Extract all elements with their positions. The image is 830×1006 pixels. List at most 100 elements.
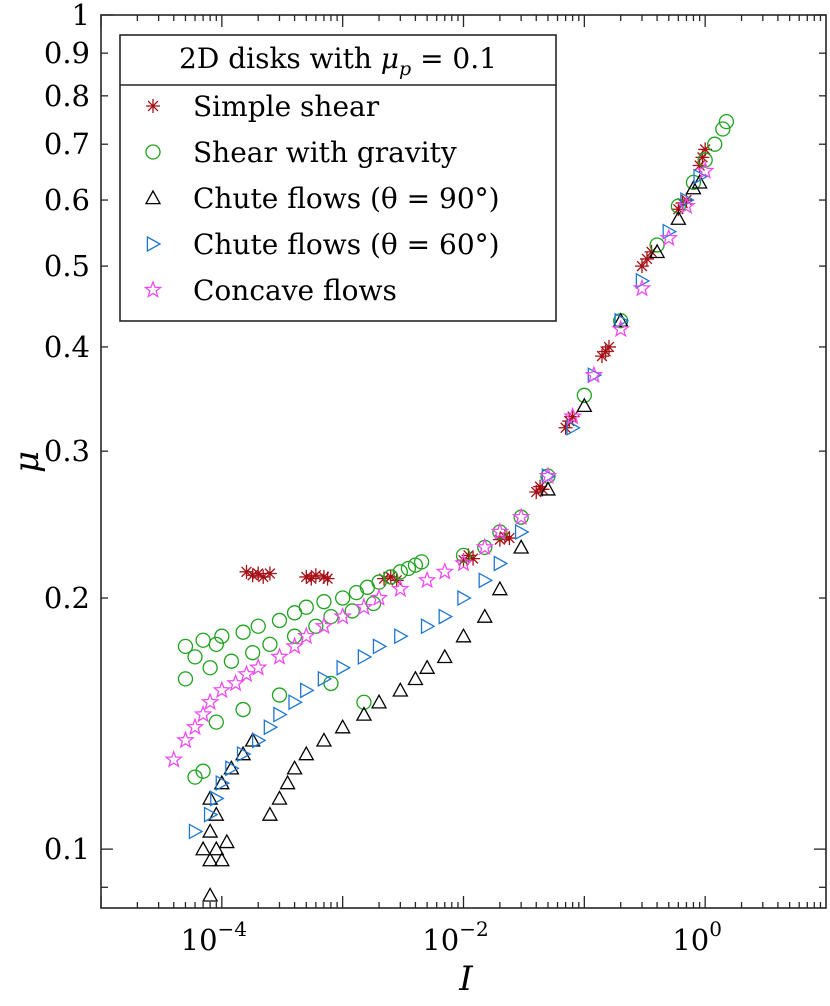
data-point — [594, 349, 609, 364]
data-point — [400, 560, 417, 577]
y-tick-label: 0.3 — [44, 434, 90, 468]
data-point — [438, 608, 454, 625]
data-point — [177, 638, 194, 655]
data-point — [529, 485, 544, 500]
data-point — [296, 626, 316, 645]
data-point — [213, 774, 230, 790]
data-point — [334, 718, 351, 734]
data-point — [455, 627, 472, 643]
data-point — [435, 561, 455, 580]
data-point — [270, 647, 289, 665]
data-point — [648, 243, 666, 259]
data-point — [457, 589, 472, 607]
y-tick-label: 0.9 — [44, 36, 90, 70]
data-point — [563, 406, 582, 425]
data-point — [565, 409, 580, 424]
data-point — [250, 618, 266, 634]
data-point — [286, 628, 303, 644]
data-point — [558, 420, 573, 435]
data-point — [218, 833, 235, 849]
data-point — [493, 555, 509, 572]
data-point — [691, 174, 708, 189]
data-point — [344, 603, 360, 619]
tick-labels: 0.1 0.2 0.3 0.4 0.5 0.6 0.7 0.8 0.9 1 10−4 10−2 100 — [44, 0, 722, 957]
data-point — [215, 774, 231, 792]
data-point — [392, 682, 409, 697]
data-point — [213, 851, 230, 867]
data-point — [195, 632, 211, 648]
legend-marker — [143, 280, 163, 298]
data-point — [634, 259, 649, 274]
legend-title: 2D disks with μp = 0.1 — [179, 42, 497, 80]
legend-marker — [144, 189, 162, 205]
y-tick-label: 0.8 — [44, 79, 90, 113]
data-point — [372, 638, 388, 655]
data-point — [271, 687, 288, 703]
data-point — [286, 759, 303, 775]
data-point — [662, 223, 678, 240]
data-point — [670, 198, 687, 214]
data-point — [566, 419, 581, 436]
data-point — [354, 597, 374, 616]
data-point — [370, 693, 388, 709]
data-point — [308, 568, 323, 583]
data-point — [177, 671, 194, 687]
x-tick-label: 100 — [672, 917, 722, 957]
legend-entry: Chute flows (θ = 90°) — [144, 182, 500, 215]
data-point — [256, 569, 271, 584]
data-point — [697, 152, 713, 168]
data-point — [223, 653, 240, 669]
data-point — [355, 706, 373, 721]
data-point — [584, 365, 604, 384]
data-point — [263, 719, 279, 736]
data-point — [535, 482, 550, 497]
data-point — [273, 706, 288, 723]
data-point — [601, 339, 616, 354]
data-point — [225, 760, 240, 777]
data-point — [692, 158, 707, 173]
data-point — [285, 636, 304, 655]
data-point — [407, 670, 424, 686]
data-point — [235, 745, 252, 761]
data-point — [715, 121, 731, 137]
data-point — [187, 649, 203, 665]
legend-entry: Shear with gravity — [145, 136, 457, 169]
data-point — [304, 571, 319, 586]
data-point — [210, 790, 225, 807]
data-point — [348, 584, 365, 601]
data-point — [490, 522, 510, 541]
data-point — [208, 806, 225, 821]
data-point — [677, 196, 696, 215]
data-point — [671, 202, 686, 217]
y-tick-label: 1 — [72, 0, 90, 32]
data-point — [299, 569, 314, 584]
data-point — [202, 851, 219, 867]
data-point — [335, 590, 351, 606]
data-point — [461, 548, 476, 563]
x-tick-label: 10−2 — [422, 917, 488, 957]
data-point — [188, 823, 204, 840]
data-point — [195, 763, 211, 779]
data-point — [271, 612, 288, 629]
data-point — [514, 523, 530, 541]
data-point — [195, 840, 212, 856]
data-point — [394, 628, 409, 645]
data-point — [513, 539, 530, 554]
legend: 2D disks with μp = 0.1 Simple shear Shear… — [119, 34, 557, 322]
data-point — [300, 682, 315, 699]
data-point — [413, 554, 430, 570]
data-point — [200, 692, 220, 711]
data-point — [693, 168, 708, 185]
data-point — [203, 806, 219, 823]
data-point — [208, 714, 224, 730]
data-point — [695, 150, 710, 165]
data-point — [538, 466, 558, 485]
data-point — [288, 694, 303, 711]
data-point — [317, 670, 333, 687]
data-point — [454, 553, 473, 572]
data-point — [436, 648, 453, 664]
data-point — [223, 759, 240, 775]
data-point — [245, 645, 261, 661]
data-point — [419, 659, 436, 674]
legend-marker — [146, 99, 160, 113]
